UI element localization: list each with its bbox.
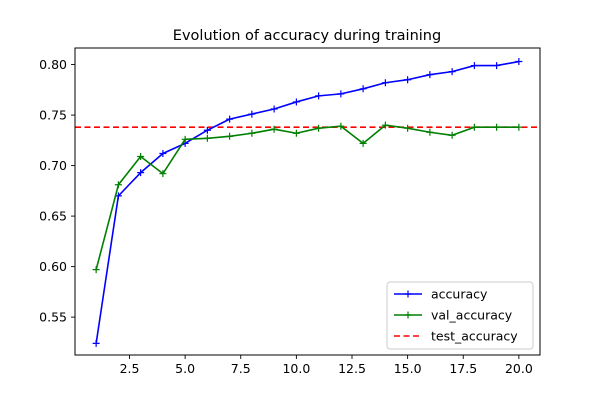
legend-label-test-accuracy: test_accuracy (431, 329, 518, 344)
data-point-accuracy-10 (292, 98, 300, 106)
x-tick-label: 15.0 (394, 361, 422, 376)
x-tick-label: 2.5 (120, 361, 140, 376)
y-tick-label: 0.75 (39, 108, 67, 123)
x-tick-label: 10.0 (282, 361, 310, 376)
ticks: 2.5 5.0 7.5 10.0 12.5 15.0 17.5 20.0 0.55 0.60 0.6… (39, 57, 533, 376)
data-point-val-accuracy-10 (292, 129, 300, 137)
series-lines (92, 58, 523, 347)
data-point-val-accuracy-16 (426, 128, 434, 136)
series-line-val-accuracy (95, 124, 519, 270)
legend-marker-accuracy (404, 290, 412, 298)
data-point-val-accuracy-13 (359, 139, 367, 147)
data-point-accuracy-12 (337, 90, 345, 98)
data-point-accuracy-13 (359, 85, 367, 93)
data-point-accuracy-19 (493, 62, 501, 70)
data-point-accuracy-8 (248, 110, 256, 118)
data-point-accuracy-14 (381, 79, 389, 87)
axes (74, 47, 541, 356)
data-point-accuracy-4 (159, 149, 167, 157)
legend-marker-val-accuracy (404, 311, 412, 319)
legend-label-accuracy: accuracy (431, 287, 488, 302)
y-tick-label: 0.65 (39, 209, 67, 224)
data-point-val-accuracy-15 (404, 124, 412, 132)
x-tick-label: 20.0 (505, 361, 533, 376)
legend-item-accuracy: accuracy (394, 287, 488, 302)
data-point-val-accuracy-7 (226, 132, 234, 140)
data-point-val-accuracy-8 (248, 129, 256, 137)
data-point-val-accuracy-17 (448, 131, 456, 139)
plot-area-frame (74, 47, 541, 356)
data-point-val-accuracy-6 (203, 134, 211, 142)
series-val-accuracy (92, 121, 523, 274)
data-point-val-accuracy-20 (515, 123, 523, 131)
data-point-val-accuracy-3 (137, 152, 145, 160)
legend-label-val-accuracy: val_accuracy (431, 308, 513, 323)
data-point-val-accuracy-1 (92, 266, 100, 274)
data-point-val-accuracy-18 (470, 123, 478, 131)
data-point-accuracy-7 (226, 115, 234, 123)
series-accuracy (92, 58, 523, 347)
chart-title: Evolution of accuracy during training (173, 28, 441, 44)
data-point-val-accuracy-19 (493, 123, 501, 131)
x-tick-label: 17.5 (449, 361, 477, 376)
data-point-accuracy-6 (203, 126, 211, 134)
data-point-accuracy-18 (470, 62, 478, 70)
data-point-accuracy-9 (270, 105, 278, 113)
y-tick-label: 0.70 (39, 158, 67, 173)
data-point-val-accuracy-14 (381, 121, 389, 129)
data-point-accuracy-20 (515, 58, 523, 66)
data-point-val-accuracy-12 (337, 122, 345, 130)
data-point-accuracy-3 (137, 169, 145, 177)
y-tick-label: 0.80 (39, 57, 67, 72)
data-point-val-accuracy-9 (270, 125, 278, 133)
legend-item-test-accuracy: test_accuracy (394, 329, 518, 344)
data-point-accuracy-17 (448, 68, 456, 76)
x-tick-label: 12.5 (338, 361, 366, 376)
data-point-val-accuracy-4 (159, 170, 167, 178)
legend-box (386, 281, 534, 350)
y-tick-label: 0.55 (39, 310, 67, 325)
series-line-accuracy (95, 60, 520, 344)
x-tick-label: 5.0 (175, 361, 195, 376)
x-tick-label: 7.5 (231, 361, 251, 376)
data-point-accuracy-11 (315, 92, 323, 100)
legend: accuracy val_accuracy test_accuracy (386, 281, 534, 350)
data-point-accuracy-16 (426, 71, 434, 79)
data-point-val-accuracy-11 (315, 124, 323, 132)
data-point-accuracy-15 (404, 76, 412, 84)
legend-item-val-accuracy: val_accuracy (394, 308, 513, 323)
data-point-val-accuracy-5 (181, 135, 189, 143)
data-point-val-accuracy-2 (114, 181, 122, 189)
y-tick-label: 0.60 (39, 259, 67, 274)
data-point-accuracy-1 (92, 339, 100, 347)
